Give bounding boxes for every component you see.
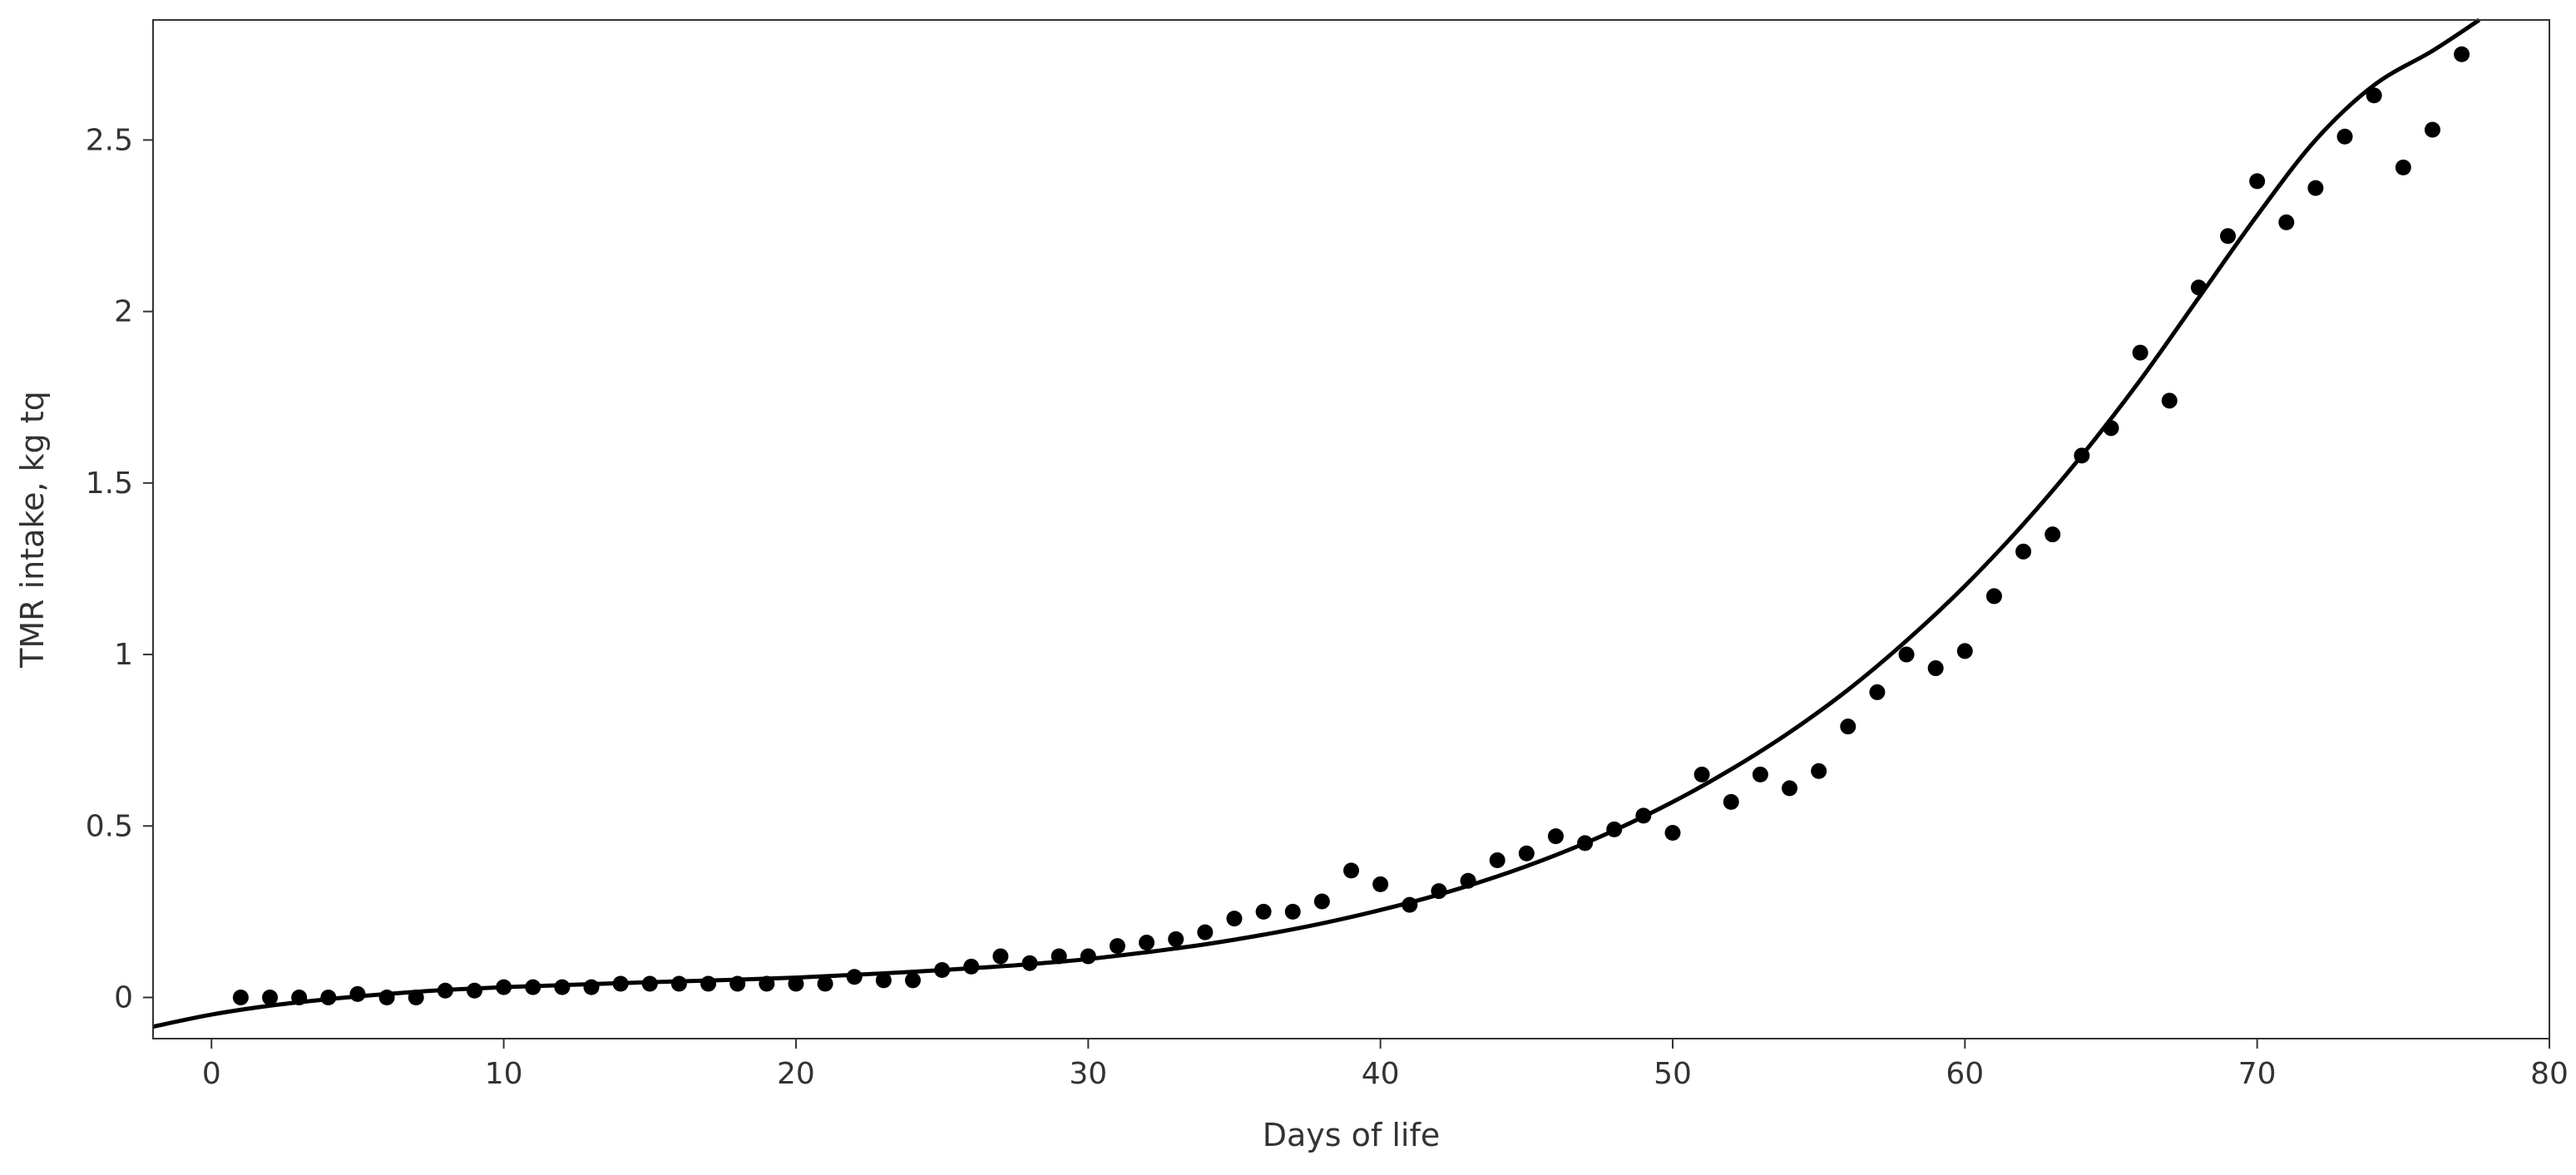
data-point	[1080, 948, 1096, 965]
data-point	[2220, 228, 2237, 244]
data-point	[1723, 793, 1739, 810]
data-point	[1752, 766, 1768, 783]
data-point	[817, 975, 833, 992]
x-axis-title: Days of life	[1263, 1117, 1441, 1153]
data-point	[2015, 543, 2032, 560]
data-point	[1664, 825, 1681, 842]
data-point	[2044, 526, 2061, 543]
data-point	[1693, 766, 1710, 783]
data-point	[2336, 128, 2353, 145]
data-point	[1226, 911, 1243, 927]
x-tick-label: 10	[485, 1057, 523, 1091]
x-tick-label: 70	[2238, 1057, 2277, 1091]
y-tick-label: 1.5	[86, 467, 133, 501]
data-point	[2424, 121, 2440, 138]
data-point	[1109, 938, 1125, 955]
data-point	[1139, 935, 1155, 951]
x-tick-label: 60	[1946, 1057, 1984, 1091]
data-point	[1372, 876, 1389, 892]
data-point	[2278, 214, 2295, 230]
data-point	[875, 972, 892, 989]
data-point	[262, 990, 279, 1006]
data-point	[670, 975, 687, 992]
data-point	[1255, 903, 1272, 920]
data-point	[1518, 845, 1535, 862]
data-point	[1489, 852, 1506, 869]
y-axis: 0 0.5 1 1.5 2 2.5	[86, 123, 153, 1015]
data-point	[2307, 180, 2324, 196]
data-point	[992, 948, 1009, 965]
data-point	[1927, 660, 1944, 677]
data-point	[1547, 828, 1564, 845]
x-tick-label: 0	[202, 1057, 221, 1091]
data-point	[1869, 684, 1886, 700]
data-point	[1168, 931, 1184, 947]
y-tick-label: 0.5	[86, 809, 133, 843]
data-point	[583, 979, 600, 995]
data-point	[1956, 643, 1973, 659]
data-point	[700, 975, 717, 992]
x-tick-label: 30	[1069, 1057, 1107, 1091]
plot-frame	[152, 19, 2550, 1039]
y-axis-title: TMR intake, kg tq	[14, 391, 51, 669]
y-tick-label: 2.5	[86, 123, 133, 157]
data-point	[904, 972, 921, 989]
data-point	[2161, 392, 2178, 409]
data-point	[1811, 763, 1827, 779]
x-axis: 0 10 20 30 40 50 60 70 80	[202, 1039, 2569, 1091]
fitted-curve-line	[152, 17, 2481, 1029]
y-tick-label: 0	[114, 981, 133, 1015]
data-point	[232, 990, 249, 1006]
data-point	[1197, 924, 1214, 940]
data-point	[1313, 893, 1330, 910]
data-point	[2132, 344, 2148, 361]
data-point	[1284, 903, 1301, 920]
data-points	[232, 46, 2470, 1006]
data-point	[2395, 159, 2411, 175]
data-point	[1782, 780, 1798, 797]
y-tick-label: 2	[114, 295, 133, 329]
data-point	[2366, 87, 2382, 104]
data-point	[1985, 588, 2002, 605]
x-tick-label: 80	[2530, 1057, 2569, 1091]
data-point	[1840, 718, 1857, 735]
data-point	[2249, 173, 2266, 190]
data-point	[1343, 862, 1359, 879]
x-tick-label: 20	[777, 1057, 815, 1091]
x-tick-label: 50	[1654, 1057, 1692, 1091]
data-point	[2454, 46, 2470, 62]
data-point	[1898, 646, 1915, 663]
x-tick-label: 40	[1362, 1057, 1400, 1091]
y-tick-label: 1	[114, 638, 133, 672]
